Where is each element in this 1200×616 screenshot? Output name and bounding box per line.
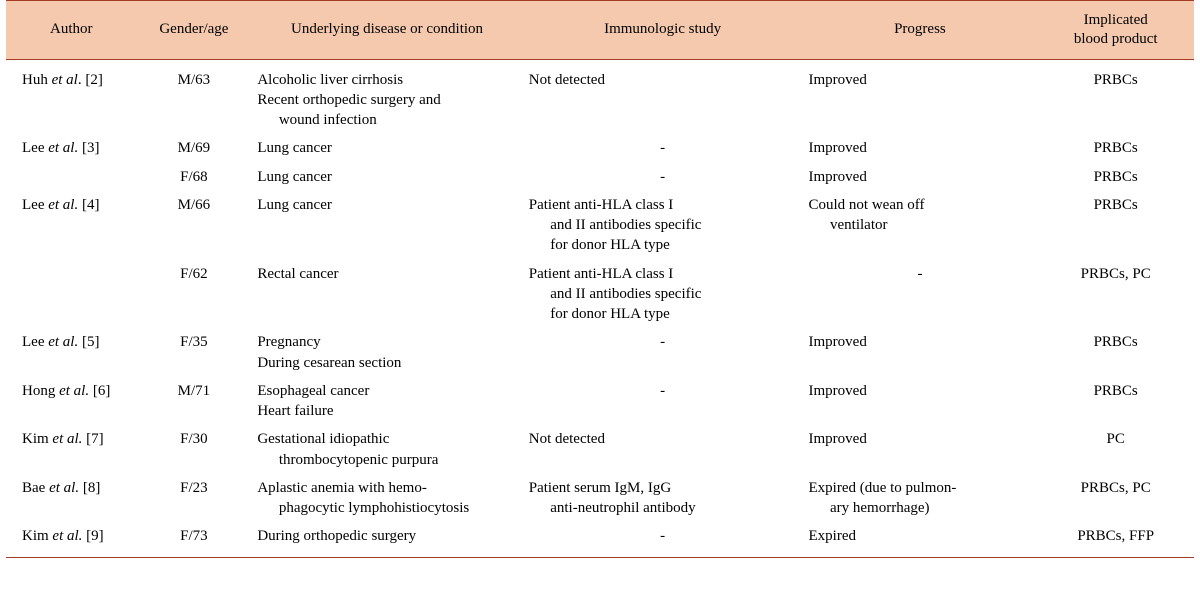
- cell-disease: Esophageal cancer Heart failure: [251, 377, 522, 426]
- cell-author: Lee et al. [4]: [6, 191, 136, 260]
- cell-gender: M/71: [136, 377, 251, 426]
- table-row: Hong et al. [6] M/71 Esophageal cancer H…: [6, 377, 1194, 426]
- col-product: Implicated blood product: [1037, 1, 1194, 60]
- table-row: Kim et al. [9] F/73 During orthopedic su…: [6, 522, 1194, 557]
- col-progress: Progress: [803, 1, 1038, 60]
- col-disease: Underlying disease or condition: [251, 1, 522, 60]
- table-row: F/62 Rectal cancer Patient anti-HLA clas…: [6, 260, 1194, 329]
- cell-progress: Improved: [803, 134, 1038, 162]
- cell-immuno: -: [523, 163, 803, 191]
- cell-product: PRBCs, PC: [1037, 260, 1194, 329]
- data-table: Author Gender/age Underlying disease or …: [6, 0, 1194, 558]
- cell-progress: Could not wean off ventilator: [803, 191, 1038, 260]
- cell-product: PRBCs: [1037, 59, 1194, 134]
- cell-immuno: Not detected: [523, 425, 803, 474]
- cell-author: Hong et al. [6]: [6, 377, 136, 426]
- cell-author: Kim et al. [9]: [6, 522, 136, 557]
- cell-gender: M/63: [136, 59, 251, 134]
- cell-immuno: -: [523, 377, 803, 426]
- cell-product: PRBCs: [1037, 163, 1194, 191]
- col-author: Author: [6, 1, 136, 60]
- cell-author: Huh et al. [2]: [6, 59, 136, 134]
- cell-progress: -: [803, 260, 1038, 329]
- cell-immuno: -: [523, 522, 803, 557]
- cell-progress: Improved: [803, 163, 1038, 191]
- cell-disease: Aplastic anemia with hemo- phagocytic ly…: [251, 474, 522, 523]
- cell-disease: Rectal cancer: [251, 260, 522, 329]
- table-container: Author Gender/age Underlying disease or …: [0, 0, 1200, 558]
- col-product-line1: Implicated: [1084, 12, 1148, 28]
- header-row: Author Gender/age Underlying disease or …: [6, 1, 1194, 60]
- cell-disease: Gestational idiopathic thrombocytopenic …: [251, 425, 522, 474]
- cell-product: PRBCs: [1037, 134, 1194, 162]
- cell-progress: Improved: [803, 425, 1038, 474]
- cell-gender: F/73: [136, 522, 251, 557]
- table-row: Kim et al. [7] F/30 Gestational idiopath…: [6, 425, 1194, 474]
- cell-product: PRBCs, PC: [1037, 474, 1194, 523]
- cell-product: PRBCs: [1037, 328, 1194, 377]
- cell-progress: Improved: [803, 377, 1038, 426]
- cell-author: Kim et al. [7]: [6, 425, 136, 474]
- cell-author: Lee et al. [3]: [6, 134, 136, 162]
- cell-product: PRBCs: [1037, 377, 1194, 426]
- cell-product: PC: [1037, 425, 1194, 474]
- cell-gender: M/66: [136, 191, 251, 260]
- table-row: Lee et al. [3] M/69 Lung cancer - Improv…: [6, 134, 1194, 162]
- cell-gender: M/69: [136, 134, 251, 162]
- cell-gender: F/68: [136, 163, 251, 191]
- cell-product: PRBCs: [1037, 191, 1194, 260]
- cell-progress: Improved: [803, 59, 1038, 134]
- table-row: Lee et al. [5] F/35 Pregnancy During ces…: [6, 328, 1194, 377]
- table-row: F/68 Lung cancer - Improved PRBCs: [6, 163, 1194, 191]
- cell-disease: Alcoholic liver cirrhosis Recent orthope…: [251, 59, 522, 134]
- col-immuno: Immunologic study: [523, 1, 803, 60]
- cell-immuno: Patient anti-HLA class I and II antibodi…: [523, 191, 803, 260]
- cell-immuno: -: [523, 134, 803, 162]
- cell-immuno: -: [523, 328, 803, 377]
- cell-author: [6, 260, 136, 329]
- cell-disease: Lung cancer: [251, 163, 522, 191]
- cell-product: PRBCs, FFP: [1037, 522, 1194, 557]
- cell-author: [6, 163, 136, 191]
- table-body: Huh et al. [2] M/63 Alcoholic liver cirr…: [6, 59, 1194, 557]
- col-gender: Gender/age: [136, 1, 251, 60]
- cell-gender: F/23: [136, 474, 251, 523]
- cell-immuno: Patient anti-HLA class I and II antibodi…: [523, 260, 803, 329]
- cell-author: Bae et al. [8]: [6, 474, 136, 523]
- cell-disease: Lung cancer: [251, 134, 522, 162]
- cell-author: Lee et al. [5]: [6, 328, 136, 377]
- cell-progress: Expired (due to pulmon- ary hemorrhage): [803, 474, 1038, 523]
- cell-disease: Pregnancy During cesarean section: [251, 328, 522, 377]
- table-row: Lee et al. [4] M/66 Lung cancer Patient …: [6, 191, 1194, 260]
- cell-immuno: Not detected: [523, 59, 803, 134]
- cell-gender: F/35: [136, 328, 251, 377]
- cell-progress: Expired: [803, 522, 1038, 557]
- table-row: Bae et al. [8] F/23 Aplastic anemia with…: [6, 474, 1194, 523]
- cell-gender: F/30: [136, 425, 251, 474]
- col-product-line2: blood product: [1074, 31, 1158, 47]
- cell-immuno: Patient serum IgM, IgG anti-neutrophil a…: [523, 474, 803, 523]
- cell-disease: Lung cancer: [251, 191, 522, 260]
- cell-disease: During orthopedic surgery: [251, 522, 522, 557]
- cell-gender: F/62: [136, 260, 251, 329]
- cell-progress: Improved: [803, 328, 1038, 377]
- table-row: Huh et al. [2] M/63 Alcoholic liver cirr…: [6, 59, 1194, 134]
